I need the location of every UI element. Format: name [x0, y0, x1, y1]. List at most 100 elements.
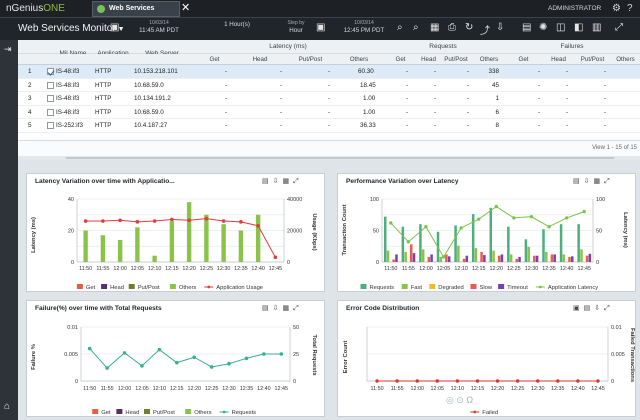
expand-icon[interactable]: ⤢	[293, 305, 303, 312]
error-code-chart: Error Count Failed Transactions 0 0.005 0.01…	[343, 325, 635, 416]
end-clock: 12:45 PM PDT	[343, 27, 385, 34]
x-tick-label: 11:50	[83, 386, 96, 392]
zoom-icon[interactable]: ⌕	[413, 22, 419, 33]
calendar-icon[interactable]: ▣	[316, 22, 326, 33]
export-icon[interactable]: ⇩	[272, 305, 283, 312]
y2-tick-label: 0	[287, 260, 290, 266]
subcol-failures-head[interactable]: Head	[551, 56, 566, 63]
row-checkbox[interactable]	[47, 108, 54, 116]
table-icon[interactable]: ▣	[573, 305, 584, 312]
subcol-requests-get[interactable]: Get	[395, 56, 406, 63]
data-point	[209, 365, 214, 369]
column-web-server[interactable]: Web Server	[134, 40, 190, 57]
table-row[interactable]: 4 IS-48:if3 HTTP 10.68.59.0 - - - 1.00 -…	[18, 106, 640, 119]
tab-web-services-monitor[interactable]: Web Services Monitor	[92, 1, 180, 26]
data-point	[435, 379, 439, 383]
subcol-latency-get[interactable]: Get	[209, 56, 220, 63]
bar	[419, 224, 422, 262]
grid-icon[interactable]: ▦	[282, 305, 294, 312]
export-icon[interactable]: ⇩	[594, 305, 605, 312]
row-latency-head: -	[280, 95, 283, 102]
subcol-failures-put[interactable]: Put/Post	[580, 56, 605, 63]
x-tick-label: 12:05	[437, 266, 451, 272]
row-name: IS-252:if3	[56, 122, 83, 129]
print-icon[interactable]: ⎙	[448, 22, 456, 33]
bar-chart-icon[interactable]: ▤	[573, 178, 584, 185]
legend-swatch	[401, 284, 408, 289]
row-checkbox[interactable]	[47, 81, 54, 89]
legend-label: Requests	[232, 410, 257, 416]
share-icon[interactable]: ⤴	[480, 26, 490, 37]
help-icon[interactable]: ?	[627, 3, 633, 14]
grid-icon[interactable]: ▦	[282, 178, 294, 185]
subcol-failures-get[interactable]: Get	[518, 56, 529, 63]
horizontal-scrollbar[interactable]	[18, 156, 640, 160]
row-checkbox[interactable]	[47, 95, 54, 102]
column-index	[22, 40, 36, 53]
table-row[interactable]: 5 IS-252:if3 HTTP 10.4.187.27 - - - 36.3…	[18, 119, 640, 133]
duration-select[interactable]: 1 Hour(s)	[212, 20, 262, 28]
expand-icon[interactable]: ⤢	[604, 178, 614, 185]
expand-icon[interactable]: ⤢	[293, 178, 303, 185]
app-logo: nGeniusONE	[6, 3, 65, 14]
dashboard-icon[interactable]: ▦	[430, 22, 440, 33]
export-icon[interactable]: ⇩	[272, 178, 283, 185]
row-checkbox[interactable]	[47, 68, 54, 75]
admin-menu[interactable]: ADMINISTRATOR	[548, 5, 602, 12]
export-icon[interactable]: ⇩	[496, 22, 505, 33]
chart-title: Error Code Distribution	[346, 305, 420, 312]
row-requests-head: -	[434, 108, 437, 116]
layout-icon[interactable]: ▥	[592, 22, 602, 33]
x-tick-label: 12:40	[257, 386, 271, 392]
grid-icon[interactable]: ▦	[593, 178, 605, 185]
scrollbar-thumb[interactable]	[66, 157, 614, 159]
bar	[568, 256, 571, 262]
bar-chart-icon[interactable]: ▤	[262, 178, 273, 185]
expand-icon[interactable]: ⤢	[604, 305, 614, 312]
wide-screen-icon[interactable]: ◫	[556, 22, 566, 33]
desktop-icon[interactable]: ▤	[522, 22, 532, 33]
end-time[interactable]: 10/03/14 12:45 PM PDT	[334, 20, 394, 34]
subcol-latency-put[interactable]: Put/Post	[298, 56, 323, 63]
expand-icon[interactable]: ⇥	[4, 44, 12, 54]
page-title[interactable]: Web Services Monitor ▼	[18, 23, 125, 34]
data-point	[140, 364, 144, 368]
column-application[interactable]: Application	[94, 40, 132, 57]
close-icon[interactable]: ✕	[181, 2, 191, 14]
subcol-latency-others[interactable]: Others	[349, 56, 369, 63]
refresh-icon[interactable]: ↻	[465, 22, 474, 33]
calendar-icon[interactable]: ▣	[110, 22, 120, 33]
step-select[interactable]: Step by Hour	[277, 20, 315, 34]
legend-swatch	[429, 284, 436, 289]
subcol-latency-head[interactable]: Head	[252, 56, 268, 63]
table-row[interactable]: 2 IS-48:if3 HTTP 10.68.59.0 - - - 18.45 …	[18, 79, 640, 92]
subcol-requests-others[interactable]: Others	[479, 56, 499, 63]
bar	[386, 250, 390, 262]
bar-chart-icon[interactable]: ▤	[583, 305, 595, 312]
start-time[interactable]: 10/03/14 11:45 AM PDT	[129, 20, 189, 34]
bar-chart-icon[interactable]: ▤	[262, 305, 273, 312]
subcol-failures-others[interactable]: Others	[616, 56, 635, 63]
row-checkbox[interactable]	[47, 122, 54, 129]
network-icon[interactable]: ✺	[539, 22, 548, 33]
y2-tick-label: 0	[611, 379, 614, 385]
x-tick-label: 12:20	[491, 386, 505, 392]
legend-label: Application Latency	[548, 285, 598, 291]
split-icon[interactable]: ◧	[574, 22, 584, 33]
search-icon[interactable]: ⌕	[397, 22, 403, 33]
export-icon[interactable]: ⇩	[583, 178, 594, 185]
table-row[interactable]: 3 IS-48:if3 HTTP 10.134.191.2 - - - 1.00…	[18, 92, 640, 106]
bar	[152, 255, 157, 262]
table-row[interactable]: 1 IS-48:if3 HTTP 10.153.218.101 - - - 60…	[18, 65, 640, 79]
y-axis-label: Latency (ms)	[31, 217, 37, 253]
bar	[135, 227, 140, 262]
row-requests-get: -	[406, 95, 409, 102]
subcol-requests-head[interactable]: Head	[421, 56, 436, 63]
data-point	[547, 225, 551, 229]
settings-icon[interactable]: ⚙	[612, 3, 621, 14]
column-mil-name[interactable]: Mil Name	[54, 40, 92, 57]
subcol-requests-put[interactable]: Put/Post	[444, 56, 468, 63]
fullscreen-icon[interactable]: ⤢	[615, 22, 623, 33]
legend-label: Get	[101, 410, 111, 416]
home-icon[interactable]: ⌂	[4, 401, 11, 412]
